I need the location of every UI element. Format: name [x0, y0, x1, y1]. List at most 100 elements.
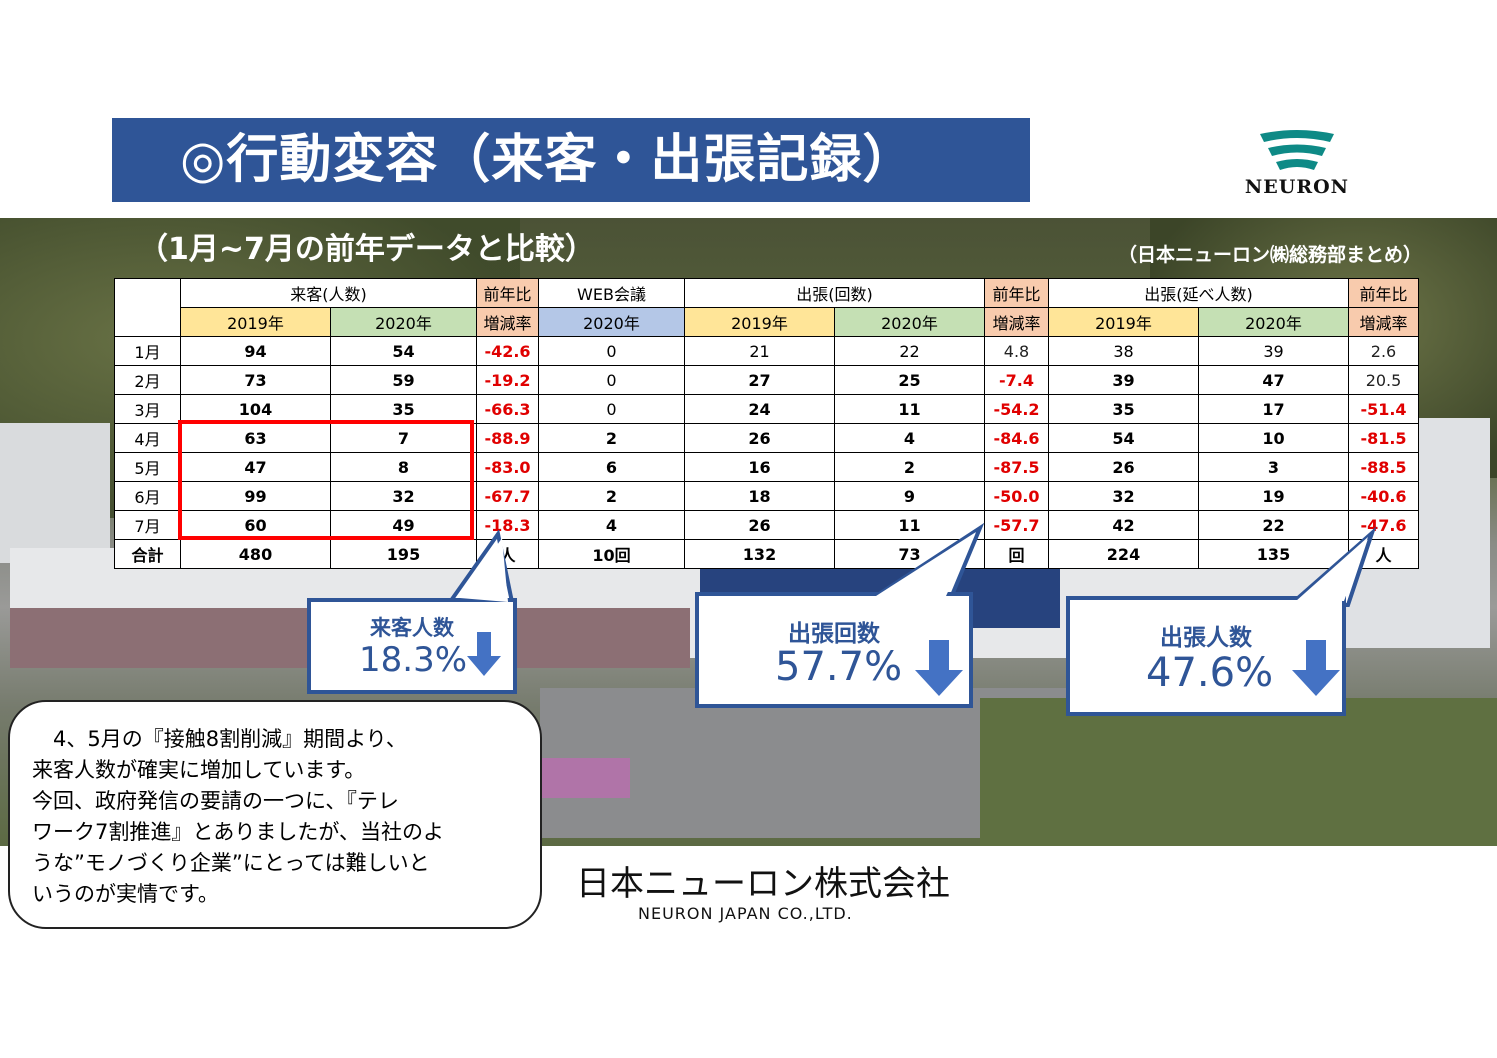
company-name-en: NEURON JAPAN CO.,LTD. [638, 904, 853, 923]
total-trips-2019: 132 [684, 539, 835, 569]
cell-p19: 39 [1048, 365, 1199, 395]
subheader-rate: 増減率 [476, 307, 539, 337]
subheader-2020: 2020年 [538, 307, 685, 337]
cell-month: 6月 [114, 481, 181, 511]
cell-pr: 2.6 [1348, 336, 1419, 366]
cell-p19: 54 [1048, 423, 1199, 453]
table-subheader-row: 2019年 2020年 増減率 2020年 2019年 2020年 増減率 20… [115, 307, 1419, 337]
cell-p20: 47 [1198, 365, 1349, 395]
cell-t20: 22 [834, 336, 985, 366]
cell-month: 2月 [114, 365, 181, 395]
cell-p19: 32 [1048, 481, 1199, 511]
cell-web: 0 [538, 365, 685, 395]
cell-p19: 35 [1048, 394, 1199, 424]
cell-p19: 42 [1048, 510, 1199, 540]
cell-web: 4 [538, 510, 685, 540]
subheader-rate: 増減率 [984, 307, 1049, 337]
callout-label: 出張人数 [1160, 625, 1252, 651]
table-header-row: 来客(人数) 前年比 WEB会議 出張(回数) 前年比 出張(延べ人数) 前年比 [114, 278, 1419, 337]
cell-web: 2 [538, 423, 685, 453]
cell-v20: 8 [330, 452, 477, 482]
total-persons-2019: 224 [1048, 539, 1199, 569]
cell-v20: 32 [330, 481, 477, 511]
cell-web: 2 [538, 481, 685, 511]
cell-t19: 21 [684, 336, 835, 366]
header-ratio: 前年比 [984, 278, 1049, 308]
neuron-logo: NEURON [1222, 128, 1372, 200]
total-web: 10回 [538, 539, 685, 569]
subheader-2019: 2019年 [684, 307, 835, 337]
cell-month: 7月 [114, 510, 181, 540]
cell-pr: -81.5 [1348, 423, 1419, 453]
visitors-callout: 来客人数 18.3% [307, 598, 517, 694]
subheader-2020: 2020年 [330, 307, 477, 337]
cell-web: 0 [538, 336, 685, 366]
cell-t19: 24 [684, 394, 835, 424]
cell-p19: 26 [1048, 452, 1199, 482]
cell-vr: -18.3 [476, 510, 539, 540]
cell-t20: 9 [834, 481, 985, 511]
cell-t19: 26 [684, 423, 835, 453]
cell-p20: 19 [1198, 481, 1349, 511]
credit-note: （日本ニューロン㈱総務部まとめ） [1118, 244, 1423, 266]
cell-web: 0 [538, 394, 685, 424]
table-row: 7月 60 49 -18.3 4 26 11 -57.7 42 22 -47.6 [114, 510, 1419, 540]
down-arrow-icon [1292, 640, 1340, 696]
cell-p20: 39 [1198, 336, 1349, 366]
cell-vr: -88.9 [476, 423, 539, 453]
cell-t19: 18 [684, 481, 835, 511]
cell-t19: 26 [684, 510, 835, 540]
subheader-rate: 増減率 [1348, 307, 1419, 337]
cell-vr: -83.0 [476, 452, 539, 482]
cell-web: 6 [538, 452, 685, 482]
subtitle: （1月~7月の前年データと比較） [138, 232, 595, 267]
page-title: ◎行動変容（来客・出張記録） [112, 118, 1030, 202]
cell-tr: -87.5 [984, 452, 1049, 482]
down-arrow-icon [467, 632, 501, 676]
total-persons-2020: 135 [1198, 539, 1349, 569]
note-bubble: 4、5月の『接触8割削減』期間より、 来客人数が確実に増加しています。 今回、政… [8, 700, 542, 929]
header-visitors: 来客(人数) [180, 278, 477, 308]
cell-vr: -42.6 [476, 336, 539, 366]
note-line: 今回、政府発信の要請の一つに、『テレ [32, 789, 399, 813]
cell-pr: -47.6 [1348, 510, 1419, 540]
highlight-box [178, 420, 474, 540]
total-trips-unit: 回 [984, 539, 1049, 569]
cell-v20: 59 [330, 365, 477, 395]
table-row: 1月 94 54 -42.6 0 21 22 4.8 38 39 2.6 [114, 336, 1419, 366]
note-line: ワーク7割推進』とありましたが、当社のよ [32, 820, 444, 844]
callout-value: 18.3% [359, 640, 468, 680]
cell-vr: -67.7 [476, 481, 539, 511]
header-ratio: 前年比 [476, 278, 539, 308]
cell-pr: -88.5 [1348, 452, 1419, 482]
cell-month: 1月 [114, 336, 181, 366]
cell-p20: 10 [1198, 423, 1349, 453]
cell-tr: -54.2 [984, 394, 1049, 424]
cell-month: 4月 [114, 423, 181, 453]
subheader-2020: 2020年 [1198, 307, 1349, 337]
corner-cell [114, 278, 181, 337]
trips-callout: 出張回数 57.7% [695, 592, 973, 708]
down-arrow-icon [915, 640, 963, 696]
persons-callout: 出張人数 47.6% [1066, 596, 1346, 716]
cell-vr: -66.3 [476, 394, 539, 424]
cell-month: 5月 [114, 452, 181, 482]
header-ratio: 前年比 [1348, 278, 1419, 308]
cell-t20: 25 [834, 365, 985, 395]
cell-pr: 20.5 [1348, 365, 1419, 395]
cell-v20: 54 [330, 336, 477, 366]
cell-tr: 4.8 [984, 336, 1049, 366]
total-visitors-2020: 195 [330, 539, 477, 569]
cell-vr: -19.2 [476, 365, 539, 395]
callout-value: 57.7% [775, 644, 903, 690]
cell-p19: 38 [1048, 336, 1199, 366]
note-line: 4、5月の『接触8割削減』期間より、 [32, 727, 407, 751]
header-web: WEB会議 [538, 278, 685, 308]
callout-value: 47.6% [1146, 650, 1274, 696]
cell-tr: -84.6 [984, 423, 1049, 453]
cell-v19: 104 [180, 394, 331, 424]
table-total-row: 合計 480 195 人 10回 132 73 回 224 135 人 [114, 539, 1419, 569]
cell-v20: 7 [330, 423, 477, 453]
cell-p20: 3 [1198, 452, 1349, 482]
header-trips: 出張(回数) [684, 278, 985, 308]
